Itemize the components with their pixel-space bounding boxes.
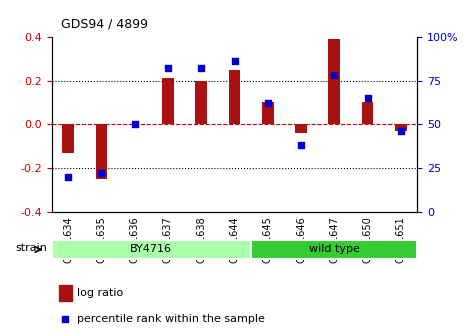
Point bbox=[331, 73, 338, 78]
Bar bbox=[196, 81, 207, 124]
Bar bbox=[362, 102, 373, 124]
Bar bbox=[162, 79, 174, 124]
Bar bbox=[251, 240, 417, 259]
Point bbox=[64, 174, 72, 179]
Text: log ratio: log ratio bbox=[77, 288, 123, 298]
Point bbox=[98, 171, 105, 176]
Text: strain: strain bbox=[15, 243, 47, 253]
Bar bbox=[96, 124, 107, 179]
Point bbox=[231, 59, 238, 64]
Text: wild type: wild type bbox=[309, 245, 360, 254]
Bar bbox=[52, 240, 251, 259]
Text: percentile rank within the sample: percentile rank within the sample bbox=[77, 314, 265, 324]
Text: GDS94 / 4899: GDS94 / 4899 bbox=[61, 17, 148, 30]
Bar bbox=[59, 285, 72, 301]
Bar bbox=[262, 102, 273, 124]
Point bbox=[131, 122, 138, 127]
Point bbox=[164, 66, 172, 71]
Bar bbox=[62, 124, 74, 153]
Point bbox=[297, 142, 305, 148]
Point bbox=[364, 95, 371, 101]
Bar bbox=[229, 70, 240, 124]
Bar bbox=[395, 124, 407, 131]
Bar bbox=[295, 124, 307, 133]
Point bbox=[197, 66, 205, 71]
Point bbox=[61, 317, 69, 322]
Point bbox=[264, 101, 272, 106]
Text: BY4716: BY4716 bbox=[130, 245, 173, 254]
Point bbox=[397, 129, 405, 134]
Bar bbox=[328, 39, 340, 124]
